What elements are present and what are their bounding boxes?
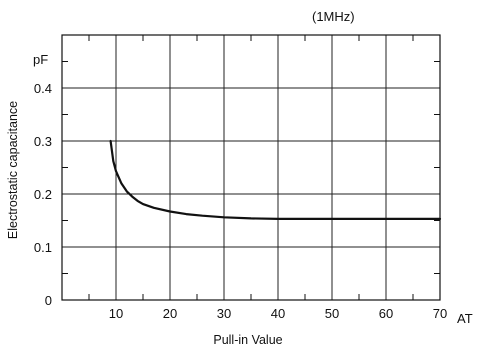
capacitance-curve (109, 139, 442, 220)
x-tick-label: 40 (271, 306, 285, 321)
x-tick-label: 20 (163, 306, 177, 321)
frequency-annotation: (1MHz) (312, 9, 355, 24)
x-tick-label: 60 (379, 306, 393, 321)
tick-layer (62, 35, 440, 300)
y-tick-label: 0 (45, 293, 52, 308)
x-tick-label: 50 (325, 306, 339, 321)
y-unit-label: pF (33, 52, 48, 67)
y-tick-label: 0.1 (34, 240, 52, 255)
plot-frame (61, 34, 441, 301)
x-axis-label: Pull-in Value (213, 333, 282, 347)
y-axis-label: Electrostatic capacitance (6, 101, 20, 239)
x-tick-label: 10 (109, 306, 123, 321)
y-tick-label: 0.3 (34, 134, 52, 149)
x-unit-label: AT (457, 311, 473, 326)
tick-label-layer: 10 20 30 40 50 60 70 0 0.1 0.2 0.3 0.4 (34, 81, 447, 321)
x-tick-label: 30 (217, 306, 231, 321)
y-tick-label: 0.4 (34, 81, 52, 96)
y-tick-label: 0.2 (34, 187, 52, 202)
x-tick-label: 70 (433, 306, 447, 321)
grid-layer (62, 35, 440, 300)
